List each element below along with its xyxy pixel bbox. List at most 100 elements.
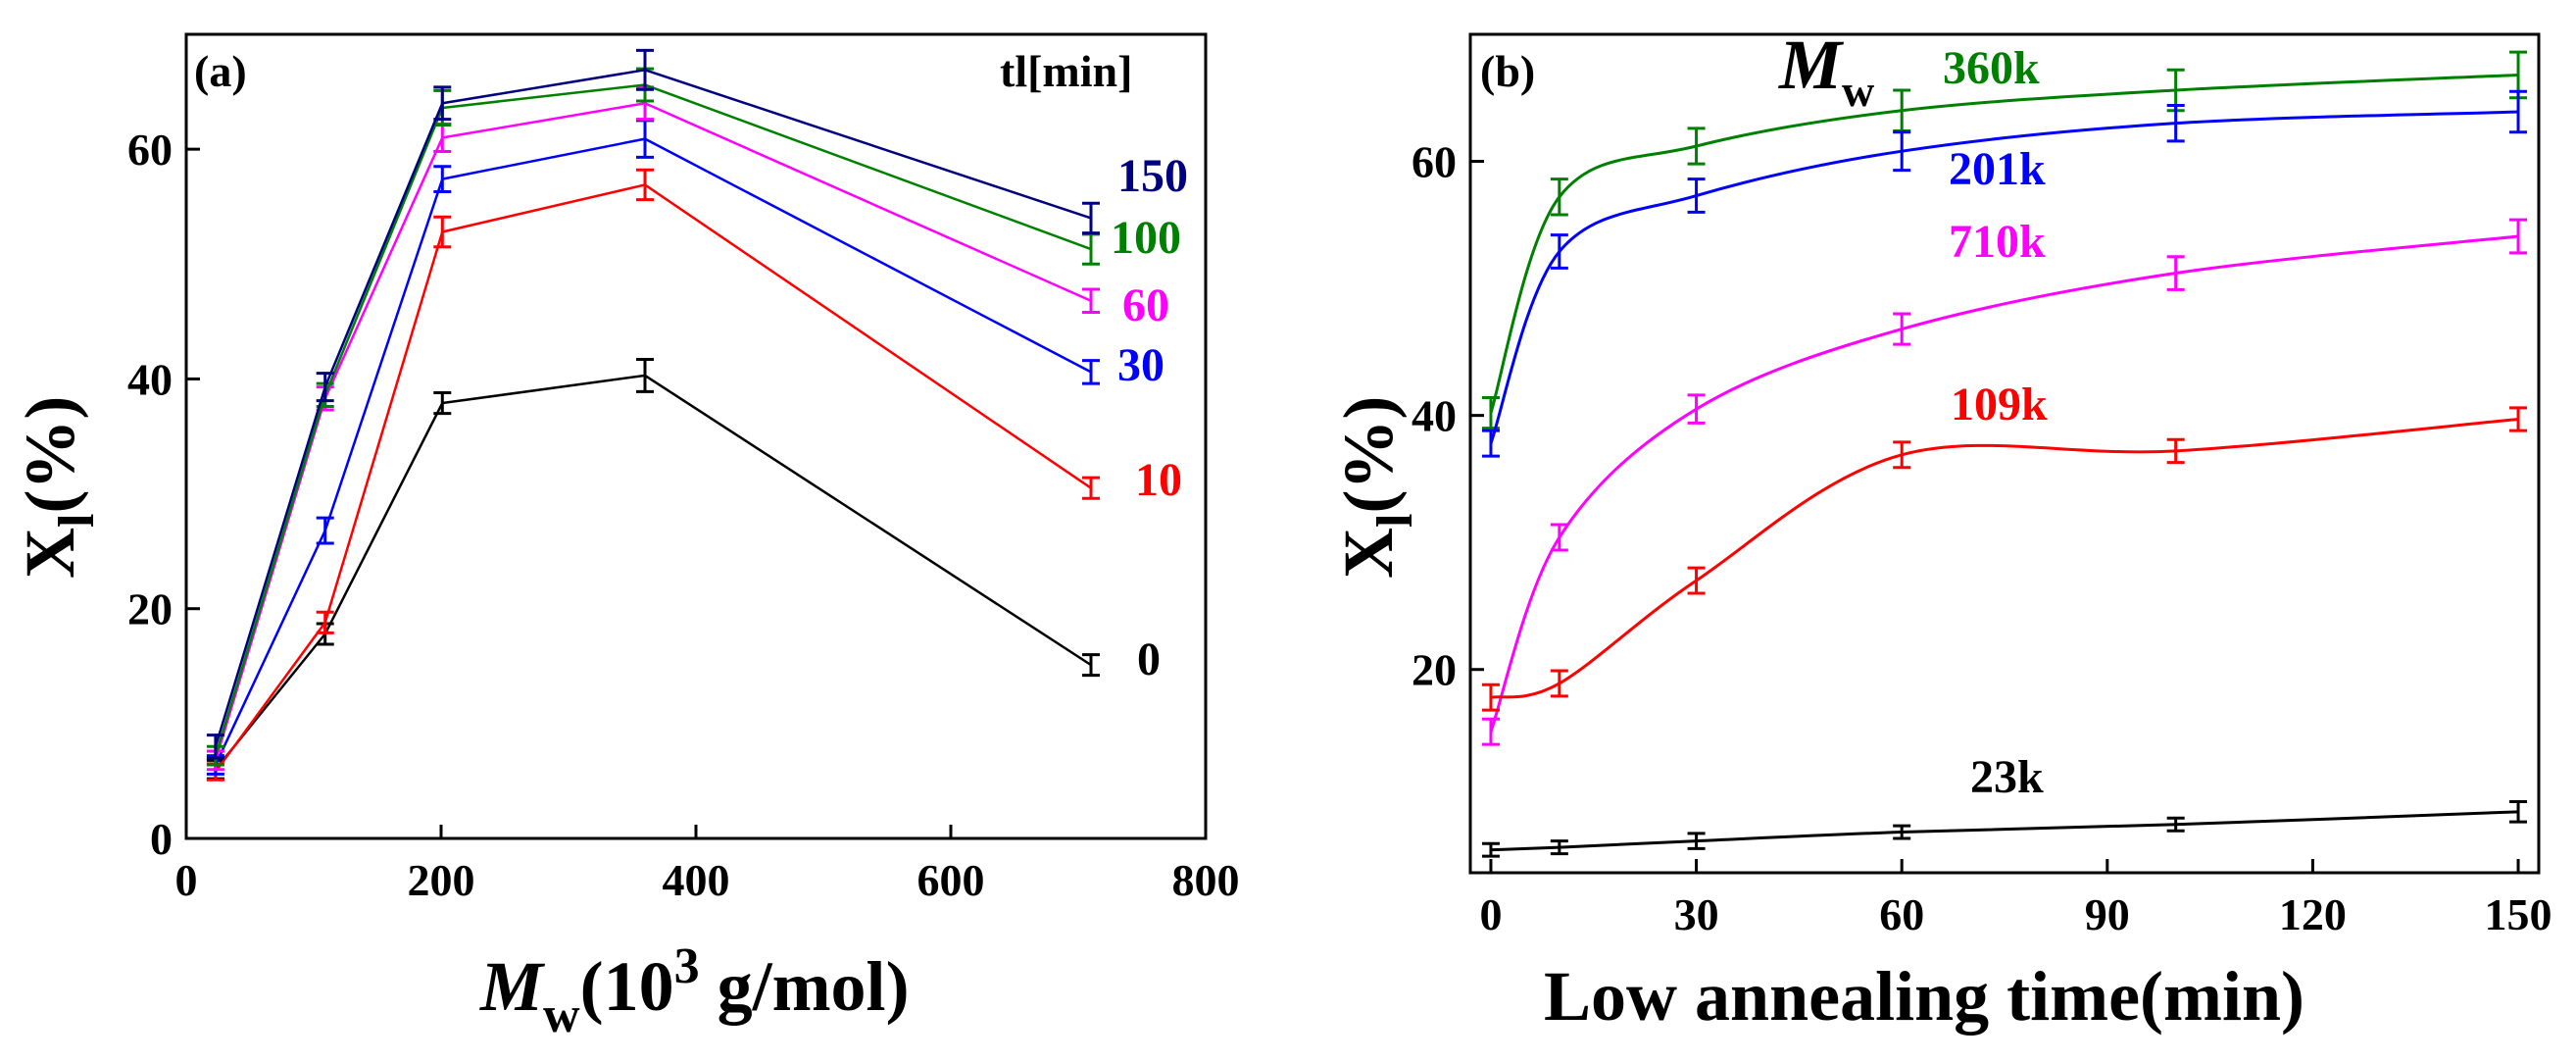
panel-a-error-bar	[433, 215, 452, 249]
panel-b-error-bar	[2166, 255, 2185, 291]
panel-b-error-bar	[1550, 839, 1568, 856]
panel-b-series	[1481, 50, 2528, 858]
panel-b-error-bar	[2166, 104, 2185, 143]
panel-a-y-title-rest: (%)	[11, 396, 89, 514]
panel-b-series-label-360k: 360k	[1943, 42, 2040, 94]
panel-a-legend-title: tl[min]	[1000, 46, 1132, 96]
panel-b-error-bar	[1687, 177, 1706, 214]
panel-a-x-title-unit: g/mol)	[700, 947, 910, 1026]
panel-b-error-bar	[2509, 406, 2528, 432]
panel-b-error-bar	[1687, 832, 1706, 850]
panel-a-error-bar	[1082, 201, 1100, 235]
panel-a-y-title-x: X	[11, 528, 89, 579]
panel-b-x-tick-label: 90	[2085, 889, 2130, 939]
panel-b-y-tick-label: 60	[1412, 137, 1457, 187]
panel-b-error-bar	[1481, 683, 1500, 712]
panel-b-tag: (b)	[1480, 46, 1535, 96]
panel-b-error-bar	[2509, 218, 2528, 255]
panel-a-x-tick-label: 200	[408, 855, 475, 905]
panel-a-x-tick-label: 800	[1172, 855, 1240, 905]
panel-b-series-line-710k	[1489, 234, 2519, 733]
panel-b-error-bar	[2166, 437, 2185, 465]
panel-a-series-label-100: 100	[1111, 212, 1181, 264]
panel-a-x-tick-label: 400	[663, 855, 730, 905]
panel-a-error-bar	[636, 358, 654, 393]
panel-a-series-line-0	[214, 374, 1092, 771]
panel-b-y-axis-title: Xl(%)	[1329, 396, 1423, 579]
panel-a: 0 200 400 600 800 0 20 40 60 (a) tl[min] 0 10 30 60…	[11, 32, 1240, 1043]
panel-b-series-label-109k: 109k	[1951, 379, 2048, 430]
panel-b-frame	[1468, 32, 2541, 875]
panel-a-tag: (a)	[194, 46, 247, 96]
panel-a-error-bar	[1082, 287, 1100, 314]
panel-b-series-label-710k: 710k	[1949, 216, 2046, 268]
panel-b-error-bar	[1550, 669, 1568, 698]
panel-b-x-tick-label: 120	[2279, 889, 2347, 939]
panel-a-x-tick-label: 600	[917, 855, 985, 905]
panel-b-error-bar	[1481, 717, 1500, 746]
panel-a-x-axis-title: Mw(103 g/mol)	[479, 938, 910, 1043]
panel-b-legend-m: M	[1778, 25, 1845, 104]
panel-a-error-bar	[1082, 653, 1100, 678]
panel-b-x-tick-label: 150	[2485, 889, 2552, 939]
panel-b-error-bar	[1893, 440, 1911, 470]
panel-b-y-title-sub: l	[1367, 514, 1423, 528]
panel-b-error-bar	[1893, 312, 1911, 346]
panel-a-error-bar	[433, 165, 452, 193]
panel-b-y-tick-label: 20	[1412, 645, 1457, 695]
panel-a-series-label-60: 60	[1122, 279, 1169, 331]
panel-a-error-bar	[316, 372, 334, 403]
panel-b-y-title-x: X	[1329, 528, 1408, 579]
panel-b-series-line-23k	[1490, 810, 2519, 852]
panel-a-x-title-m: M	[479, 947, 546, 1026]
panel-a-error-bar	[316, 610, 334, 634]
panel-a-x-title-rest: (10	[580, 947, 674, 1026]
panel-a-series-line-100	[214, 83, 1092, 757]
panel-a-error-bar	[1082, 232, 1100, 266]
panel-b-error-bar	[1687, 566, 1706, 595]
panel-a-series-label-30: 30	[1117, 339, 1164, 391]
panel-b-error-bar	[1550, 177, 1568, 217]
panel-a-error-bar	[433, 85, 452, 122]
panel-a-ticks: 0 200 400 600 800 0 20 40 60	[127, 125, 1240, 905]
panel-a-series-line-10	[214, 183, 1092, 773]
panel-a-y-title-sub: l	[49, 514, 105, 528]
panel-a-error-bar	[1082, 476, 1100, 500]
panel-a-error-bar	[636, 48, 654, 91]
panel-b-x-axis-title: Low annealing time(min)	[1544, 957, 2304, 1036]
panel-a-error-bar	[206, 733, 224, 760]
panel-b-y-title-rest: (%)	[1329, 396, 1408, 514]
panel-b: 0 30 60 90 120 150 20 40 60 (b) Mw 360k 201k 710k 1…	[1329, 25, 2552, 1036]
panel-b-series-label-201k: 201k	[1949, 143, 2046, 195]
panel-a-series-labels: 0 10 30 60 100 150	[1111, 150, 1188, 685]
panel-b-error-bar	[1481, 429, 1500, 458]
panel-a-series-label-10: 10	[1135, 454, 1182, 506]
panel-a-x-title-sup: 3	[674, 938, 700, 994]
panel-b-error-bar	[1550, 233, 1568, 270]
panel-a-series-label-0: 0	[1137, 633, 1161, 685]
panel-a-series-line-30	[214, 137, 1092, 766]
panel-a-x-title-sub: w	[543, 987, 580, 1043]
panel-b-legend-sub: w	[1842, 66, 1874, 116]
panel-b-series-labels: 360k 201k 710k 109k 23k	[1943, 42, 2048, 803]
panel-a-error-bar	[636, 168, 654, 202]
panel-b-error-bar	[1687, 126, 1706, 166]
panel-a-x-tick-label: 0	[175, 855, 198, 905]
panel-a-y-tick-label: 40	[127, 354, 173, 404]
panel-b-series-label-23k: 23k	[1970, 751, 2044, 803]
panel-b-error-bar	[1893, 130, 1911, 173]
panel-b-error-bar	[1481, 841, 1500, 858]
panel-b-error-bar	[1550, 523, 1568, 552]
panel-a-y-axis-title: Xl(%)	[11, 396, 105, 579]
panel-b-legend-title: Mw	[1778, 25, 1874, 116]
panel-a-series-label-150: 150	[1117, 150, 1188, 202]
panel-b-error-bar	[2166, 816, 2185, 833]
panel-b-x-tick-label: 30	[1674, 889, 1719, 939]
panel-a-y-tick-label: 20	[127, 584, 173, 634]
panel-b-series-line-360k	[1489, 73, 2519, 414]
panel-a-y-tick-label: 60	[127, 125, 173, 175]
panel-b-error-bar	[1687, 393, 1706, 425]
panel-a-error-bar	[433, 390, 452, 416]
panel-b-error-bar	[1893, 824, 1911, 840]
